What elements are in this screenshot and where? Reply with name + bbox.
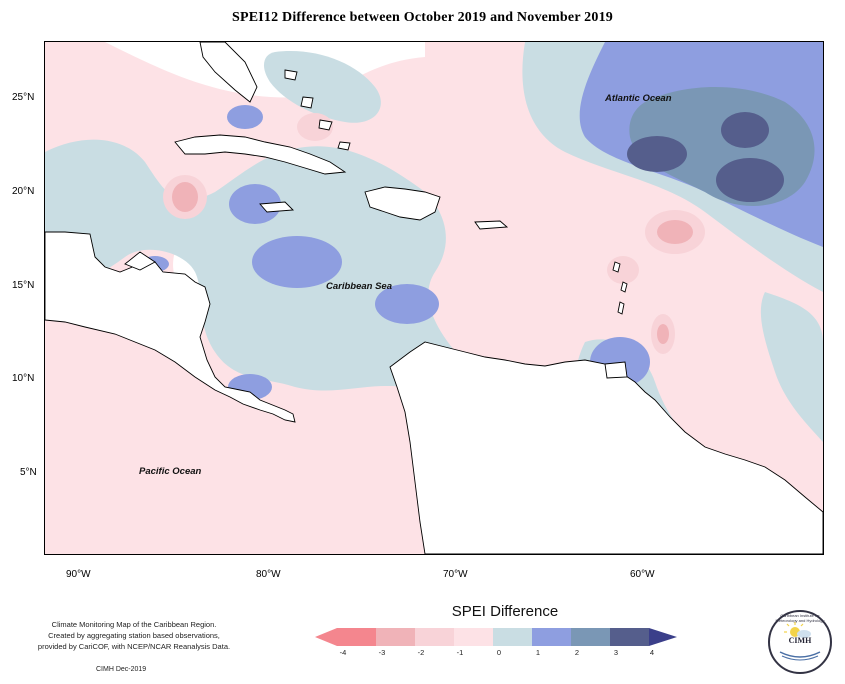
legend-tick-1: 1 bbox=[535, 648, 541, 657]
lat-label-10n: 10°N bbox=[12, 373, 35, 384]
zone-pos2-d bbox=[229, 184, 281, 224]
lon-label-90w: 90°W bbox=[66, 569, 91, 580]
legend-tick-0: 0 bbox=[496, 648, 502, 657]
legend-swatch-zero-neg bbox=[454, 628, 493, 646]
info-line-1: Climate Monitoring Map of the Caribbean … bbox=[51, 620, 217, 629]
zone-pos1-east bbox=[760, 292, 823, 442]
legend-tick-2: 2 bbox=[574, 648, 580, 657]
info-line-2: Created by aggregating station based obs… bbox=[48, 631, 220, 640]
label-pacific-ocean: Pacific Ocean bbox=[139, 466, 202, 477]
lon-label-80w: 80°W bbox=[256, 569, 281, 580]
map-canvas bbox=[45, 42, 823, 554]
info-text: Climate Monitoring Map of the Caribbean … bbox=[34, 619, 234, 652]
legend-tick-neg4: -4 bbox=[339, 648, 347, 657]
lat-label-15n: 15°N bbox=[12, 280, 35, 291]
zone-neg3-c bbox=[657, 324, 669, 344]
lat-label-20n: 20°N bbox=[12, 186, 35, 197]
legend-swatch-neg3 bbox=[337, 628, 376, 646]
legend-colorbar bbox=[315, 628, 685, 651]
legend-tick-neg2: -2 bbox=[417, 648, 425, 657]
legend-swatch-neg1 bbox=[415, 628, 454, 646]
info-line-3: provided by CariCOF, with NCEP/NCAR Rean… bbox=[37, 642, 231, 651]
zone-pos2-c bbox=[375, 284, 439, 324]
legend-tick-3: 3 bbox=[613, 648, 619, 657]
zone-pos4-c bbox=[716, 158, 784, 202]
logo-abbrev: CIMH bbox=[788, 636, 812, 645]
map-title: SPEI12 Difference between October 2019 a… bbox=[232, 10, 613, 25]
legend-tick-neg3: -3 bbox=[378, 648, 386, 657]
lon-label-60w: 60°W bbox=[630, 569, 655, 580]
zone-neg3-b bbox=[657, 220, 693, 244]
zone-neg2-c bbox=[607, 256, 639, 284]
legend-colorbar-svg bbox=[315, 628, 677, 646]
logo-ring-text: Caribbean Institute for Meteorology and … bbox=[775, 613, 825, 623]
cimh-logo[interactable]: Caribbean Institute for Meteorology and … bbox=[768, 610, 832, 674]
zone-pos2-f bbox=[227, 105, 263, 129]
legend-swatch-zero-pos bbox=[493, 628, 532, 646]
zone-pos4-b bbox=[721, 112, 769, 148]
legend-swatch-pos3 bbox=[610, 628, 649, 646]
legend-swatch-pos1 bbox=[532, 628, 571, 646]
lat-label-5n: 5°N bbox=[20, 467, 37, 478]
legend-swatch-pos2 bbox=[571, 628, 610, 646]
legend-swatch-left-arrow bbox=[315, 628, 337, 646]
zone-pos1-north bbox=[263, 51, 381, 123]
zone-pos2-b bbox=[252, 236, 342, 288]
map-panel[interactable] bbox=[44, 41, 824, 555]
legend-swatch-neg2 bbox=[376, 628, 415, 646]
legend-tick-4: 4 bbox=[649, 648, 655, 657]
legend-tick-neg1: -1 bbox=[456, 648, 464, 657]
label-atlantic-ocean: Atlantic Ocean bbox=[605, 93, 672, 104]
label-caribbean-sea: Caribbean Sea bbox=[326, 281, 392, 292]
logo-sun-cloud-icon bbox=[779, 622, 821, 661]
zone-neg3-a bbox=[172, 182, 198, 212]
credit-text: CIMH Dec-2019 bbox=[96, 666, 147, 673]
lon-label-70w: 70°W bbox=[443, 569, 468, 580]
legend-swatch-right-arrow bbox=[649, 628, 677, 646]
zone-pos4-a bbox=[627, 136, 687, 172]
land-outlines bbox=[45, 42, 823, 554]
lat-label-25n: 25°N bbox=[12, 92, 35, 103]
zone-neg2-e bbox=[297, 113, 333, 141]
legend-title: SPEI Difference bbox=[451, 603, 559, 620]
